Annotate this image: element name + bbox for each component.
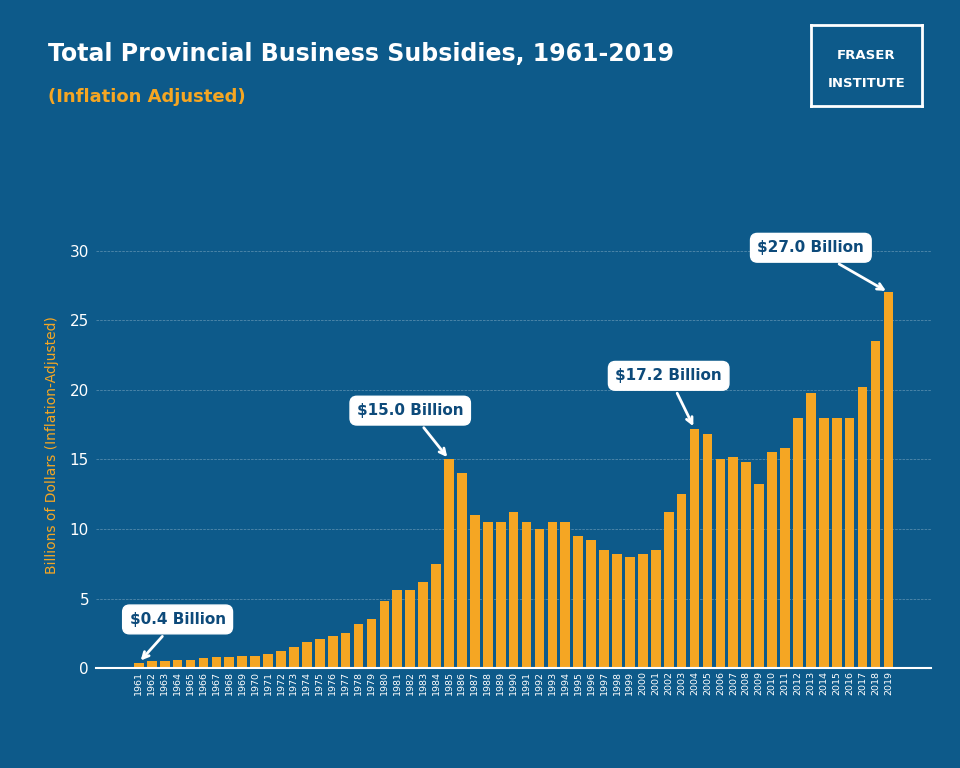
Bar [845, 418, 854, 668]
Bar [327, 636, 338, 668]
Text: (Inflation Adjusted): (Inflation Adjusted) [48, 88, 246, 106]
Text: $17.2 Billion: $17.2 Billion [615, 369, 722, 423]
Bar [547, 522, 557, 668]
Bar [638, 554, 648, 668]
Bar [379, 601, 389, 668]
Bar [729, 456, 738, 668]
Bar [457, 473, 467, 668]
Bar [495, 522, 506, 668]
Bar [405, 591, 415, 668]
Bar [393, 591, 402, 668]
Bar [302, 642, 312, 668]
Bar [612, 554, 622, 668]
Bar [677, 494, 686, 668]
Bar [689, 429, 700, 668]
Bar [225, 657, 234, 668]
Bar [315, 639, 324, 668]
Bar [521, 522, 532, 668]
Bar [470, 515, 480, 668]
Bar [819, 418, 828, 668]
Bar [237, 656, 247, 668]
Bar [211, 657, 221, 668]
Bar [367, 620, 376, 668]
Bar [431, 564, 441, 668]
Text: $27.0 Billion: $27.0 Billion [757, 240, 883, 290]
Bar [341, 634, 350, 668]
Bar [793, 418, 803, 668]
Bar [185, 660, 195, 668]
Bar [703, 435, 712, 668]
Bar [755, 485, 764, 668]
Bar [561, 522, 570, 668]
Bar [444, 459, 454, 668]
Bar [509, 512, 518, 668]
Bar [806, 392, 816, 668]
Text: $0.4 Billion: $0.4 Billion [130, 612, 226, 658]
Text: Total Provincial Business Subsidies, 1961-2019: Total Provincial Business Subsidies, 196… [48, 42, 674, 66]
Bar [276, 651, 286, 668]
Bar [419, 582, 428, 668]
Bar [871, 341, 880, 668]
Bar [353, 624, 364, 668]
Text: INSTITUTE: INSTITUTE [828, 77, 905, 90]
Y-axis label: Billions of Dollars (Inflation-Adjusted): Billions of Dollars (Inflation-Adjusted) [44, 316, 59, 574]
Bar [147, 661, 156, 668]
Bar [651, 550, 660, 668]
Bar [741, 462, 751, 668]
Bar [663, 512, 674, 668]
Bar [483, 522, 492, 668]
Bar [767, 452, 777, 668]
Bar [625, 557, 635, 668]
Text: $15.0 Billion: $15.0 Billion [357, 403, 464, 455]
Bar [535, 529, 544, 668]
Bar [199, 658, 208, 668]
Bar [251, 656, 260, 668]
Bar [573, 536, 583, 668]
Text: FRASER: FRASER [837, 49, 896, 62]
Bar [832, 418, 842, 668]
Bar [587, 540, 596, 668]
Bar [173, 660, 182, 668]
Bar [715, 459, 725, 668]
Bar [883, 293, 893, 668]
Bar [289, 647, 299, 668]
Bar [159, 661, 170, 668]
Bar [780, 449, 790, 668]
Bar [263, 654, 273, 668]
Bar [599, 550, 609, 668]
Bar [857, 387, 868, 668]
Bar [134, 663, 144, 668]
